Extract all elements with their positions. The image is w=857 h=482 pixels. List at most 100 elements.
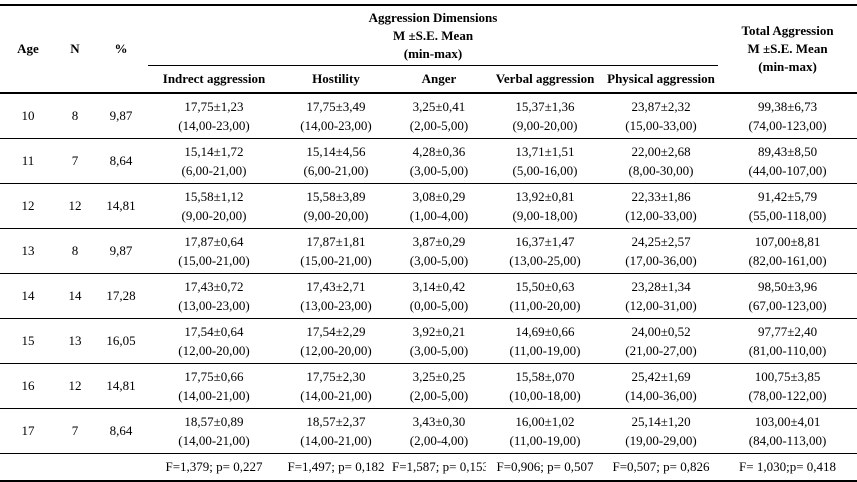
indirect-aggression-cell: 17,54±0,64 (12,00-20,00) [148,318,280,364]
min-max-range: (44,00-107,00) [748,163,827,178]
min-max-range: (11,00-20,00) [509,298,581,313]
min-max-range: (81,00-110,00) [748,343,827,358]
min-max-range: (13,00-23,00) [178,298,250,313]
mean-se-value: 25,14±1,20 [631,414,691,429]
indirect-aggression-cell: 18,57±0,89 (14,00-21,00) [148,408,280,454]
indirect-aggression-cell: 17,87±0,64 (15,00-21,00) [148,228,280,274]
total-range-line: (min-max) [758,59,817,74]
min-max-range: (0,00-5,00) [409,298,469,313]
mean-se-value: 15,14±4,56 [306,144,366,159]
hostility-cell: 15,14±4,56 (6,00-21,00) [280,138,392,184]
group-measure-line: M ±S.E. Mean [392,28,474,43]
mean-se-value: 17,87±1,81 [306,234,366,249]
group-range-line: (min-max) [403,46,463,61]
col-group-aggression-dimensions: Aggression Dimensions M ±S.E. Mean (min-… [148,5,719,66]
physical-aggression-cell: 24,25±2,57 (17,00-36,00) [604,228,719,274]
n-cell: 8 [56,228,94,274]
mean-se-value: 89,43±8,50 [757,144,818,159]
age-cell: 11 [0,138,56,184]
age-cell: 15 [0,318,56,364]
col-header-percent: % [94,5,148,94]
total-aggression-cell: 91,42±5,79 (55,00-118,00) [718,183,857,229]
age-cell: 16 [0,363,56,409]
mean-se-value: 17,54±2,29 [306,324,366,339]
table-footer: F=1,379; p= 0,227 F=1,497; p= 0,182 F=1,… [0,454,857,482]
anger-cell: 3,25±0,41 (2,00-5,00) [392,93,486,139]
min-max-range: (12,00-33,00) [625,208,697,223]
min-max-range: (6,00-21,00) [303,163,369,178]
min-max-range: (6,00-21,00) [181,163,247,178]
header-row-top: Age N % Aggression Dimensions M ±S.E. Me… [0,5,857,94]
min-max-range: (11,00-19,00) [509,343,581,358]
mean-se-value: 16,37±1,47 [515,234,575,249]
mean-se-value: 13,92±0,81 [515,189,575,204]
min-max-range: (14,00-23,00) [300,118,372,133]
total-aggression-cell: 97,77±2,40 (81,00-110,00) [718,318,857,364]
verbal-aggression-cell: 15,58±,070 (10,00-18,00) [486,363,604,409]
mean-se-value: 17,43±0,72 [184,279,244,294]
percent-cell: 14,81 [94,363,148,409]
hostility-cell: 17,75±2,30 (14,00-21,00) [280,363,392,409]
min-max-range: (2,00-5,00) [409,118,469,133]
table-row: 13 8 9,87 17,87±0,64 (15,00-21,00) 17,87… [0,228,857,274]
n-cell: 8 [56,93,94,139]
col-header-total-aggression: Total Aggression M ±S.E. Mean (min-max) [718,5,857,94]
indirect-aggression-cell: 17,75±1,23 (14,00-23,00) [148,93,280,139]
physical-aggression-cell: 23,87±2,32 (15,00-33,00) [604,93,719,139]
mean-se-value: 3,87±0,29 [412,234,466,249]
percent-cell: 16,05 [94,318,148,364]
mean-se-value: 17,75±2,30 [306,369,366,384]
min-max-range: (2,00-4,00) [409,433,469,448]
physical-aggression-cell: 23,28±1,34 (12,00-31,00) [604,273,719,319]
verbal-aggression-cell: 14,69±0,66 (11,00-19,00) [486,318,604,364]
min-max-range: (67,00-123,00) [748,298,827,313]
min-max-range: (74,00-123,00) [748,118,827,133]
min-max-range: (9,00-20,00) [181,208,247,223]
min-max-range: (13,00-25,00) [509,253,581,268]
mean-se-value: 15,58±3,89 [306,189,366,204]
hostility-cell: 17,43±2,71 (13,00-23,00) [280,273,392,319]
hostility-cell: 18,57±2,37 (14,00-21,00) [280,408,392,454]
min-max-range: (1,00-4,00) [409,208,469,223]
verbal-aggression-cell: 16,37±1,47 (13,00-25,00) [486,228,604,274]
mean-se-value: 15,58±1,12 [184,189,244,204]
n-cell: 12 [56,363,94,409]
min-max-range: (14,00-23,00) [178,118,250,133]
mean-se-value: 17,75±0,66 [184,369,244,384]
verbal-aggression-cell: 15,50±0,63 (11,00-20,00) [486,273,604,319]
anova-indirect-aggression: F=1,379; p= 0,227 [165,459,263,474]
col-header-indirect-aggression: Indrect aggression [148,65,280,94]
anger-cell: 3,43±0,30 (2,00-4,00) [392,408,486,454]
physical-aggression-cell: 22,00±2,68 (8,00-30,00) [604,138,719,184]
table-body: 10 8 9,87 17,75±1,23 (14,00-23,00) 17,75… [0,93,857,454]
mean-se-value: 22,00±2,68 [631,144,691,159]
min-max-range: (14,00-21,00) [178,433,250,448]
min-max-range: (5,00-16,00) [512,163,578,178]
mean-se-value: 16,00±1,02 [515,414,575,429]
table-row: 16 12 14,81 17,75±0,66 (14,00-21,00) 17,… [0,363,857,409]
percent-cell: 9,87 [94,93,148,139]
anger-cell: 3,87±0,29 (3,00-5,00) [392,228,486,274]
total-aggression-cell: 103,00±4,01 (84,00-113,00) [718,408,857,454]
total-aggression-cell: 98,50±3,96 (67,00-123,00) [718,273,857,319]
min-max-range: (12,00-31,00) [625,298,697,313]
min-max-range: (14,00-21,00) [178,388,250,403]
min-max-range: (82,00-161,00) [748,253,827,268]
hostility-cell: 15,58±3,89 (9,00-20,00) [280,183,392,229]
mean-se-value: 3,92±0,21 [412,324,466,339]
mean-se-value: 18,57±2,37 [306,414,366,429]
percent-cell: 17,28 [94,273,148,319]
total-measure-line: M ±S.E. Mean [747,41,828,56]
col-header-verbal-aggression: Verbal aggression [486,65,604,94]
table-row: 10 8 9,87 17,75±1,23 (14,00-23,00) 17,75… [0,93,857,139]
min-max-range: (3,00-5,00) [409,343,469,358]
mean-se-value: 23,87±2,32 [631,99,691,114]
anova-total-aggression: F= 1,030;p= 0,418 [739,459,837,474]
indirect-aggression-cell: 17,75±0,66 (14,00-21,00) [148,363,280,409]
physical-aggression-cell: 22,33±1,86 (12,00-33,00) [604,183,719,229]
table-row: 17 7 8,64 18,57±0,89 (14,00-21,00) 18,57… [0,408,857,454]
mean-se-value: 91,42±5,79 [757,189,818,204]
header-row-dimensions: Indrect aggression Hostility Anger Verba… [0,65,857,94]
physical-aggression-cell: 24,00±0,52 (21,00-27,00) [604,318,719,364]
min-max-range: (9,00-20,00) [512,118,578,133]
